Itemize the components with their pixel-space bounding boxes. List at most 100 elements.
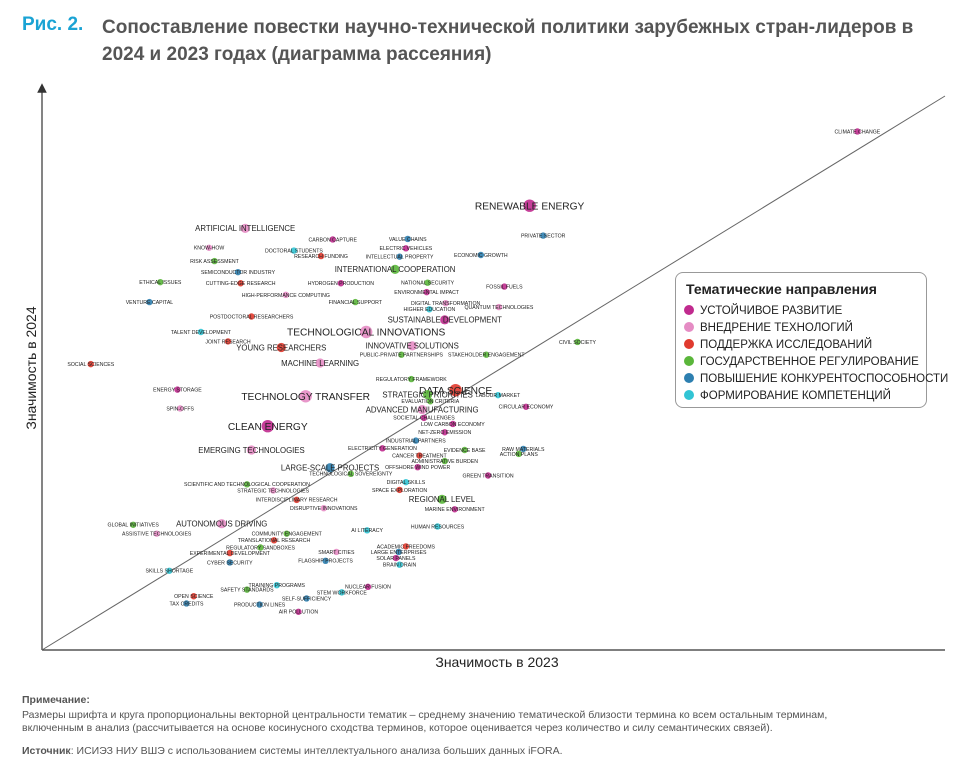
data-point-label: LARGE-SCALE PROJECTS (281, 464, 379, 473)
data-point-label: DIGITAL TRANSFORMATION (411, 301, 481, 307)
data-point (290, 247, 298, 254)
legend-label: ГОСУДАРСТВЕННОЕ РЕГУЛИРОВАНИЕ (700, 356, 919, 368)
data-point (434, 523, 441, 530)
data-point (211, 257, 218, 265)
data-point (420, 414, 428, 422)
data-point (282, 291, 290, 299)
data-point-label: LOW CARBON ECONOMY (421, 422, 485, 428)
data-point (574, 338, 581, 346)
data-point (183, 600, 190, 607)
data-point-label: NUCLEAR FUSION (345, 585, 391, 591)
data-point (315, 358, 325, 368)
data-point-label: FOSSIL FUELS (486, 284, 523, 290)
data-point (299, 390, 312, 403)
data-point (174, 386, 181, 393)
data-point (257, 544, 264, 551)
legend-label: ФОРМИРОВАНИЕ КОМПЕТЕНЦИЙ (700, 390, 891, 402)
legend-item-research: ПОДДЕРЖКА ИССЛЕДОВАНИЙ (684, 339, 872, 355)
data-point-label: PRIVATE SECTOR (521, 233, 566, 239)
data-point-label: ACADEMIC FREEDOMS (377, 544, 436, 550)
data-point-label: TAX CREDITS (170, 601, 204, 607)
data-point-label: CYBER SECURITY (207, 560, 253, 566)
legend-item-skills: ФОРМИРОВАНИЕ КОМПЕТЕНЦИЙ (684, 390, 891, 406)
data-point-label: ARTIFICIAL INTELLIGENCE (195, 224, 295, 233)
data-point (273, 581, 280, 589)
data-point (520, 445, 527, 453)
data-point (320, 504, 327, 512)
legend-swatch (684, 373, 694, 383)
data-point (441, 457, 448, 465)
data-point-label: SELF-SUFFICIENCY (282, 596, 332, 602)
legend-item-tech: ВНЕДРЕНИЕ ТЕХНОЛОГИЙ (684, 322, 853, 338)
legend-label: ПОВЫШЕНИЕ КОНКУРЕНТОСПОСОБНОСТИ (700, 373, 949, 385)
data-point (157, 278, 164, 286)
x-axis-label: Значимость в 2023 (435, 654, 558, 670)
data-point-label: ENVIRONMENTAL IMPACT (394, 290, 460, 296)
data-point (501, 283, 508, 290)
data-point (240, 223, 250, 234)
data-point-label: REGULATORY SANDBOXES (226, 545, 295, 551)
data-point (338, 589, 345, 596)
data-point-label: EMERGING TECHNOLOGIES (198, 446, 304, 455)
data-point-label: SEMICONDUCTOR INDUSTRY (201, 270, 276, 276)
data-point (390, 264, 400, 275)
data-point-label: CLIMATE CHANGE (835, 129, 881, 135)
data-point (270, 537, 278, 544)
data-point (293, 496, 300, 504)
data-point (261, 419, 274, 433)
data-point (322, 557, 329, 565)
data-point (483, 351, 490, 358)
data-point (205, 244, 213, 251)
data-point (146, 298, 153, 306)
data-point-label: DIGITAL SKILLS (387, 480, 426, 486)
legend-swatch (684, 339, 694, 349)
data-point (398, 351, 405, 358)
data-point (364, 583, 372, 591)
legend-label: УСТОЙЧИВОЕ РАЗВИТИЕ (700, 305, 843, 317)
data-point-label: ENERGY STORAGE (153, 387, 202, 393)
data-point (423, 288, 430, 296)
data-point (317, 252, 325, 260)
data-point-label: OFFSHORE WIND POWER (385, 465, 450, 471)
legend-swatch (684, 305, 694, 315)
legend-label: ПОДДЕРЖКА ИССЛЕДОВАНИЙ (700, 339, 873, 351)
data-point-label: YOUNG RESEARCHERS (236, 343, 326, 352)
data-point-label: EXPERIMENTAL DEVELOPMENT (190, 551, 271, 557)
data-point (246, 445, 257, 455)
data-point-label: STEM WORKFORCE (317, 590, 368, 596)
data-point-label: DISRUPTIVE INNOVATIONS (290, 506, 358, 512)
data-point (395, 548, 402, 556)
data-point (522, 403, 530, 410)
data-point (477, 251, 485, 259)
data-point-label: ETHICAL ISSUES (139, 280, 182, 286)
data-point (412, 437, 420, 444)
data-point-label: FINANCIAL SUPPORT (329, 300, 383, 306)
data-point-label: GREEN TRANSITION (462, 473, 513, 479)
data-point-label: SKILLS SHORTAGE (145, 569, 193, 575)
data-point (449, 420, 457, 428)
data-point-label: CLEAN ENERGY (228, 422, 308, 433)
note-line-2: включенным в анализ (рассчитывается на о… (22, 722, 773, 734)
data-point (422, 390, 433, 400)
data-point-label: EVIDENCE BASE (444, 448, 486, 454)
data-point (402, 543, 410, 550)
data-point-label: CANCER TREATMENT (392, 453, 447, 459)
data-point (495, 303, 503, 311)
data-point-label: SPACE EXPLORATION (372, 488, 427, 494)
data-point-label: RESEARCH FUNDING (294, 254, 348, 260)
data-point (269, 487, 277, 494)
data-point (224, 338, 232, 345)
data-point-label: OPEN SCIENCE (174, 594, 214, 600)
data-point (243, 586, 251, 593)
data-point-label: LARGE ENTERPRISES (371, 550, 427, 556)
data-point-label: INTELLECTUAL PROPERTY (366, 255, 434, 261)
data-point (854, 128, 861, 135)
data-point (440, 315, 450, 325)
data-point (359, 325, 373, 339)
data-point-label: INTERDISCIPLINARY RESEARCH (256, 498, 338, 504)
data-point-label: ELECTRIC VEHICLES (380, 246, 433, 252)
data-point-label: TECHNOLOGICAL INNOVATIONS (287, 328, 446, 339)
data-point (414, 463, 421, 471)
data-point (237, 280, 244, 287)
data-point-label: AIR POLLUTION (279, 610, 319, 616)
